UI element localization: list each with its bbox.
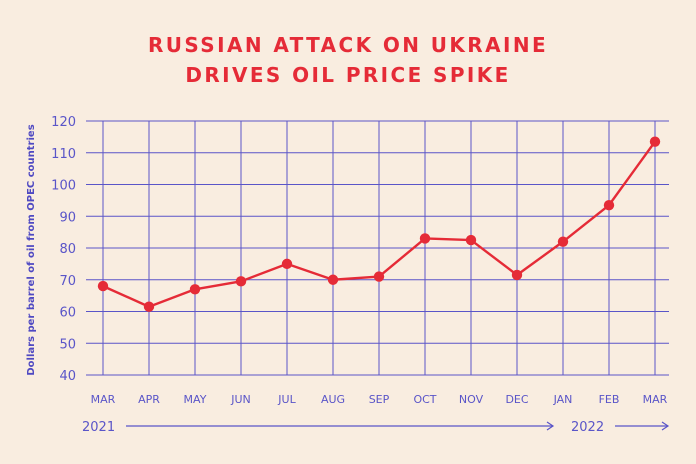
x-tick-label: FEB [599,393,620,406]
x-tick-label: AUG [321,393,345,406]
y-tick-label: 60 [59,306,76,321]
chart-title-line-1: RUSSIAN ATTACK ON UKRAINE [147,33,549,57]
data-point [373,271,385,282]
x-tick-label: OCT [413,393,436,406]
x-tick-label: APR [138,393,160,406]
data-point [327,274,339,285]
data-point [649,136,661,147]
x-tick-label: SEP [369,393,390,406]
year-arrow-head [661,421,670,431]
y-tick-label: 120 [51,115,76,130]
data-point [419,233,431,244]
data-point [97,280,109,292]
data-point [281,258,293,270]
series-oil-price [97,136,661,312]
year-timeline: 2021 2022 [82,420,670,435]
x-tick-label: NOV [459,393,484,406]
data-point [235,276,247,287]
y-tick-label: 80 [59,242,76,257]
data-point [511,269,523,281]
year-label: 2022 [571,420,604,435]
y-tick-label: 40 [59,369,76,384]
y-tick-label: 50 [59,337,76,352]
y-tick-label: 90 [59,210,76,225]
x-tick-label: DEC [505,393,528,406]
x-tick-label: MAR [91,393,116,406]
data-point [143,301,155,312]
data-point [603,199,615,211]
y-tick-label: 70 [59,274,76,289]
year-arrow-head [546,421,555,431]
grid [86,120,669,376]
chart-title-line-2: DRIVES OIL PRICE SPIKE [185,63,511,87]
x-tick-label: JUN [230,393,251,406]
x-tick-label: JAN [553,393,573,406]
y-tick-label: 110 [51,147,76,162]
y-axis-label: Dollars per barrel of oil from OPEC coun… [26,124,37,375]
data-point [189,284,201,295]
x-axis-ticks: MAR APR MAY JUN JUL AUG SEP OCT NOV DEC JAN FEB MAR [91,393,668,406]
data-point [465,234,477,246]
data-point [557,236,569,247]
x-tick-label: MAY [184,393,207,406]
year-label: 2021 [82,420,115,435]
y-axis-ticks: 40 50 60 70 80 90 100 110 120 [51,115,76,384]
y-tick-label: 100 [51,179,76,194]
chart-title: RUSSIAN ATTACK ON UKRAINE DRIVES OIL PRI… [0,30,696,90]
x-tick-label: MAR [643,393,668,406]
x-tick-label: JUL [277,393,296,406]
